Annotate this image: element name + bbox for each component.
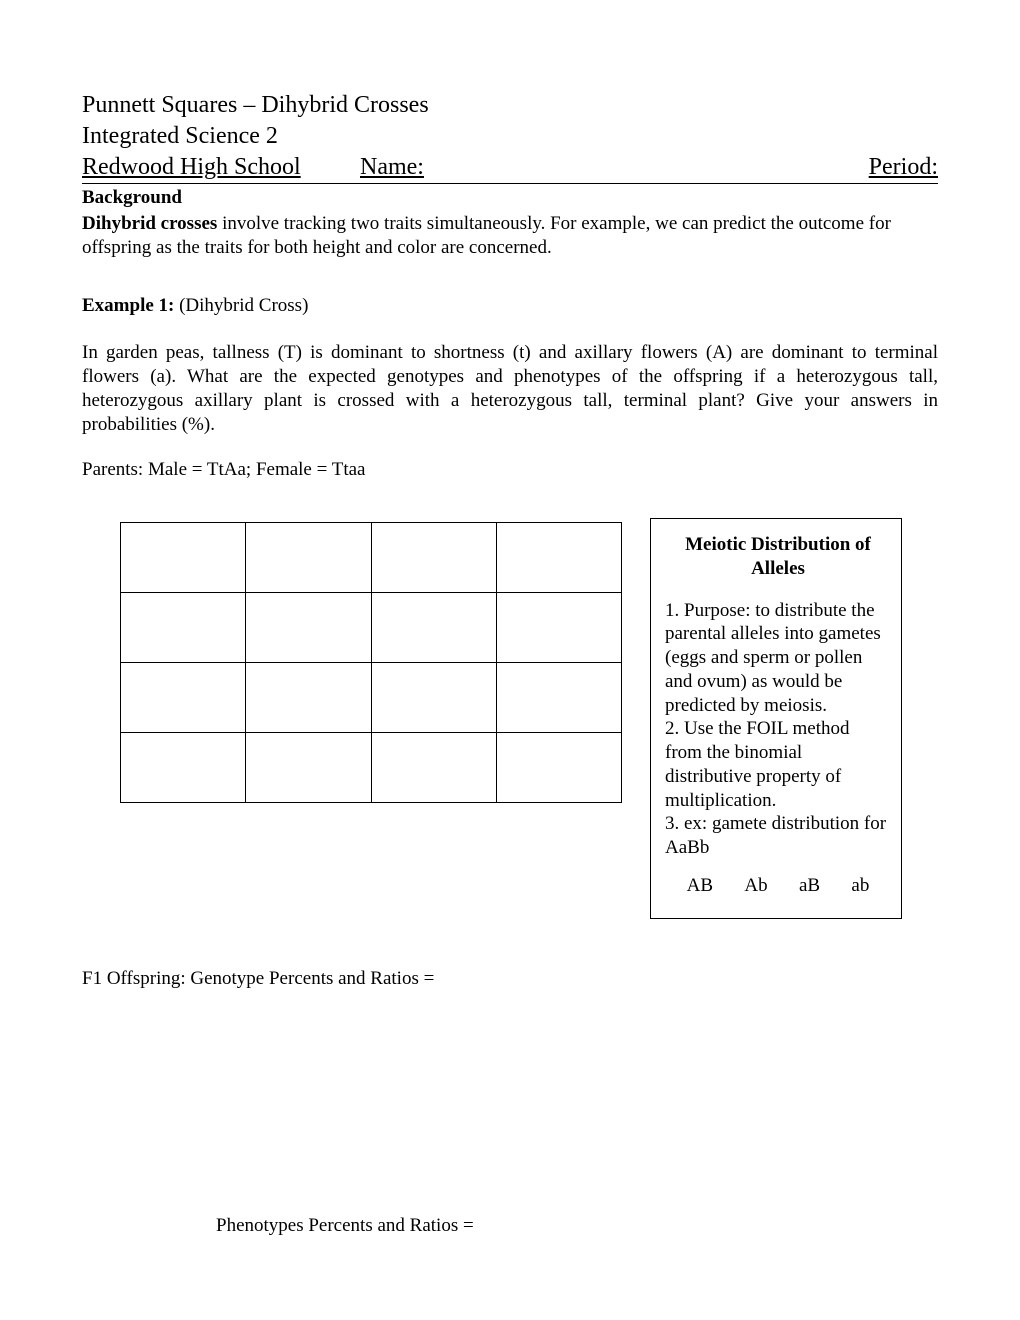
f1-offspring-line: F1 Offspring: Genotype Percents and Rati… — [82, 967, 938, 991]
parents-line: Parents: Male = TtAa; Female = Ttaa — [82, 458, 938, 482]
header-line: Redwood High School Name: Period: — [82, 152, 938, 184]
phenotypes-line: Phenotypes Percents and Ratios = — [216, 1214, 938, 1238]
punnett-cell — [121, 593, 246, 663]
punnett-cell — [246, 733, 371, 803]
background-heading: Background — [82, 186, 938, 210]
sidebox-title: Meiotic Distribution of Alleles — [665, 533, 891, 581]
punnett-cell — [496, 733, 621, 803]
punnett-cell — [371, 733, 496, 803]
doc-title-2: Integrated Science 2 — [82, 121, 938, 152]
sidebox-item-3: 3. ex: gamete distribution for AaBb — [665, 812, 891, 860]
gamete-4: ab — [851, 874, 869, 898]
school-name: Redwood High School — [82, 152, 360, 182]
sidebox-item-2: 2. Use the FOIL method from the binomial… — [665, 717, 891, 812]
punnett-cell — [496, 593, 621, 663]
sidebox-item-1: 1. Purpose: to distribute the parental a… — [665, 599, 891, 718]
gamete-3: aB — [799, 874, 820, 898]
example1-label: Example 1: (Dihybrid Cross) — [82, 294, 938, 318]
punnett-cell — [371, 593, 496, 663]
punnett-cell — [246, 593, 371, 663]
period-label: Period: — [869, 152, 938, 182]
punnett-cell — [121, 733, 246, 803]
punnett-cell — [246, 663, 371, 733]
punnett-table — [120, 522, 622, 803]
name-label: Name: — [360, 152, 869, 182]
example1-label-bold: Example 1: — [82, 295, 174, 316]
example1-label-rest: (Dihybrid Cross) — [174, 295, 308, 316]
background-bold-lead: Dihybrid crosses — [82, 213, 217, 234]
gamete-2: Ab — [744, 874, 767, 898]
punnett-cell — [496, 523, 621, 593]
meiotic-sidebox: Meiotic Distribution of Alleles 1. Purpo… — [650, 518, 902, 919]
punnett-cell — [371, 523, 496, 593]
punnett-cell — [246, 523, 371, 593]
doc-title-1: Punnett Squares – Dihybrid Crosses — [82, 90, 938, 121]
gamete-row: AB Ab aB ab — [665, 874, 891, 898]
punnett-square — [120, 522, 622, 803]
gamete-1: AB — [687, 874, 713, 898]
punnett-cell — [121, 663, 246, 733]
punnett-cell — [371, 663, 496, 733]
punnett-cell — [496, 663, 621, 733]
punnett-cell — [121, 523, 246, 593]
example1-body: In garden peas, tallness (T) is dominant… — [82, 341, 938, 436]
background-text: Dihybrid crosses involve tracking two tr… — [82, 212, 938, 260]
